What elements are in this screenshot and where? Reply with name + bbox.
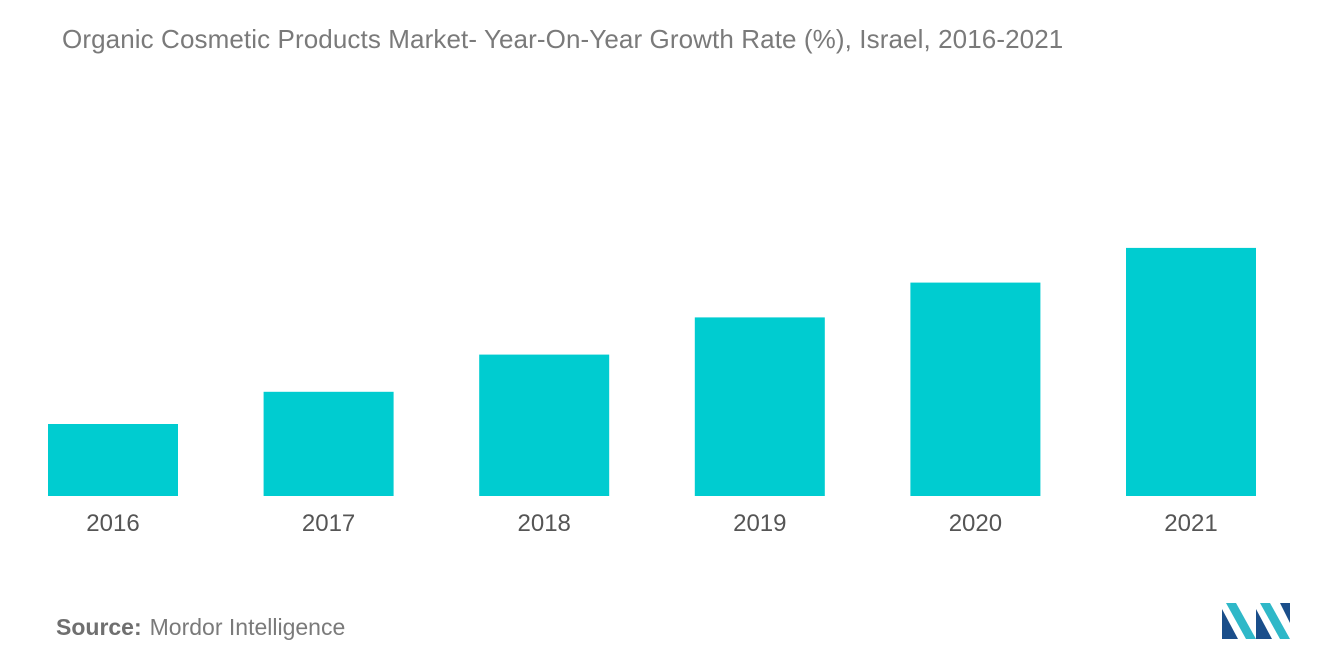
bar-2021 [1126, 247, 1256, 496]
x-tick-label-2017: 2017 [302, 510, 355, 537]
x-tick-label-2016: 2016 [86, 510, 139, 537]
mordor-intelligence-logo-icon [1222, 603, 1290, 639]
x-tick-label-2018: 2018 [518, 510, 571, 537]
x-axis-labels: 2016 2017 2018 2019 2020 2021 [86, 510, 1217, 537]
bar-2017 [263, 391, 394, 496]
bar-2016 [48, 424, 178, 496]
bar-2020 [910, 282, 1041, 496]
bar-2018 [479, 354, 610, 496]
source-text: Mordor Intelligence [149, 614, 346, 640]
x-tick-label-2021: 2021 [1164, 510, 1217, 537]
chart-title: Organic Cosmetic Products Market- Year-O… [62, 24, 1064, 54]
source-note: Source: Mordor Intelligence [56, 614, 345, 641]
bar-2019 [694, 317, 825, 496]
x-tick-label-2020: 2020 [949, 510, 1002, 537]
bars-group [48, 247, 1256, 496]
source-label: Source: [56, 614, 142, 640]
x-tick-label-2019: 2019 [733, 510, 786, 537]
